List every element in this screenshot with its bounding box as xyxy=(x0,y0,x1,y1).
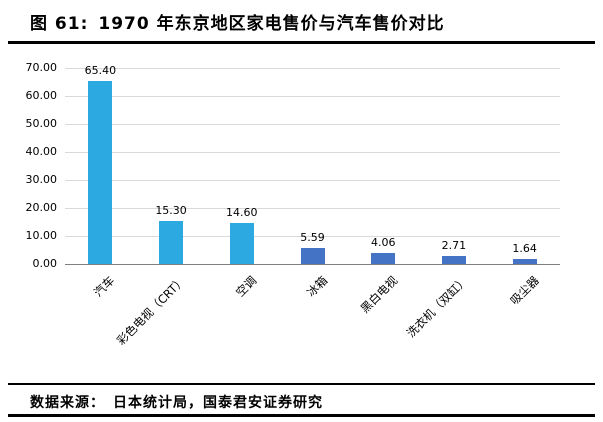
bar-2 xyxy=(159,221,184,264)
y-axis-tick-label: 20.00 xyxy=(25,201,58,214)
bar-4 xyxy=(300,248,325,264)
x-axis-category-label: 冰箱 xyxy=(303,273,330,300)
y-axis-tick-label: 0.00 xyxy=(32,257,58,270)
x-axis-category-label: 彩色电视（CRT） xyxy=(113,273,189,348)
bar-value-label: 15.30 xyxy=(155,204,187,218)
y-axis-tick-label: 40.00 xyxy=(25,145,58,158)
bar-value-label: 5.59 xyxy=(300,231,325,245)
gridline xyxy=(65,208,560,209)
x-axis-category-label: 黑白电视 xyxy=(357,273,401,316)
x-axis-category-label: 洗衣机（双缸） xyxy=(404,273,472,341)
gridline xyxy=(65,68,560,69)
footer-divider-top xyxy=(8,383,595,385)
y-axis-tick-label: 10.00 xyxy=(25,229,58,242)
bar-1 xyxy=(88,80,113,264)
gridline xyxy=(65,180,560,181)
figure-number-label: 图 61: xyxy=(30,14,89,34)
bar-6 xyxy=(441,256,466,264)
y-axis-tick-label: 70.00 xyxy=(25,61,58,74)
x-axis-category-label: 吸尘器 xyxy=(507,273,542,308)
footer-divider-bottom xyxy=(8,414,595,417)
bar-value-label: 1.64 xyxy=(512,242,537,256)
title-divider-line xyxy=(8,41,595,44)
y-axis-tick-label: 30.00 xyxy=(25,173,58,186)
x-axis-category-label: 空调 xyxy=(232,273,259,300)
y-axis-tick-label: 50.00 xyxy=(25,117,58,130)
gridline xyxy=(65,236,560,237)
data-source-text: 数据来源： 日本统计局，国泰君安证券研究 xyxy=(30,395,323,411)
gridline xyxy=(65,124,560,125)
x-axis-category-label: 汽车 xyxy=(91,273,118,300)
figure-title: 图 61: 1970 年东京地区家电售价与汽车售价对比 xyxy=(30,9,445,34)
figure-title-text: 1970 年东京地区家电售价与汽车售价对比 xyxy=(98,14,445,34)
bar-value-label: 14.60 xyxy=(226,206,258,220)
bar-5 xyxy=(371,252,396,264)
bar-3 xyxy=(229,223,254,264)
gridline xyxy=(65,152,560,153)
bar-value-label: 4.06 xyxy=(370,235,396,249)
gridline xyxy=(65,96,560,97)
bar-value-label: 2.71 xyxy=(441,239,467,253)
x-axis-line xyxy=(65,264,560,265)
y-axis-tick-label: 60.00 xyxy=(25,89,58,102)
bar-value-label: 65.40 xyxy=(84,63,117,77)
bar-7 xyxy=(512,259,537,264)
bar-chart: 0.00 10.00 20.00 30.00 40.00 50.00 60.00 70.00 6… xyxy=(0,46,603,376)
